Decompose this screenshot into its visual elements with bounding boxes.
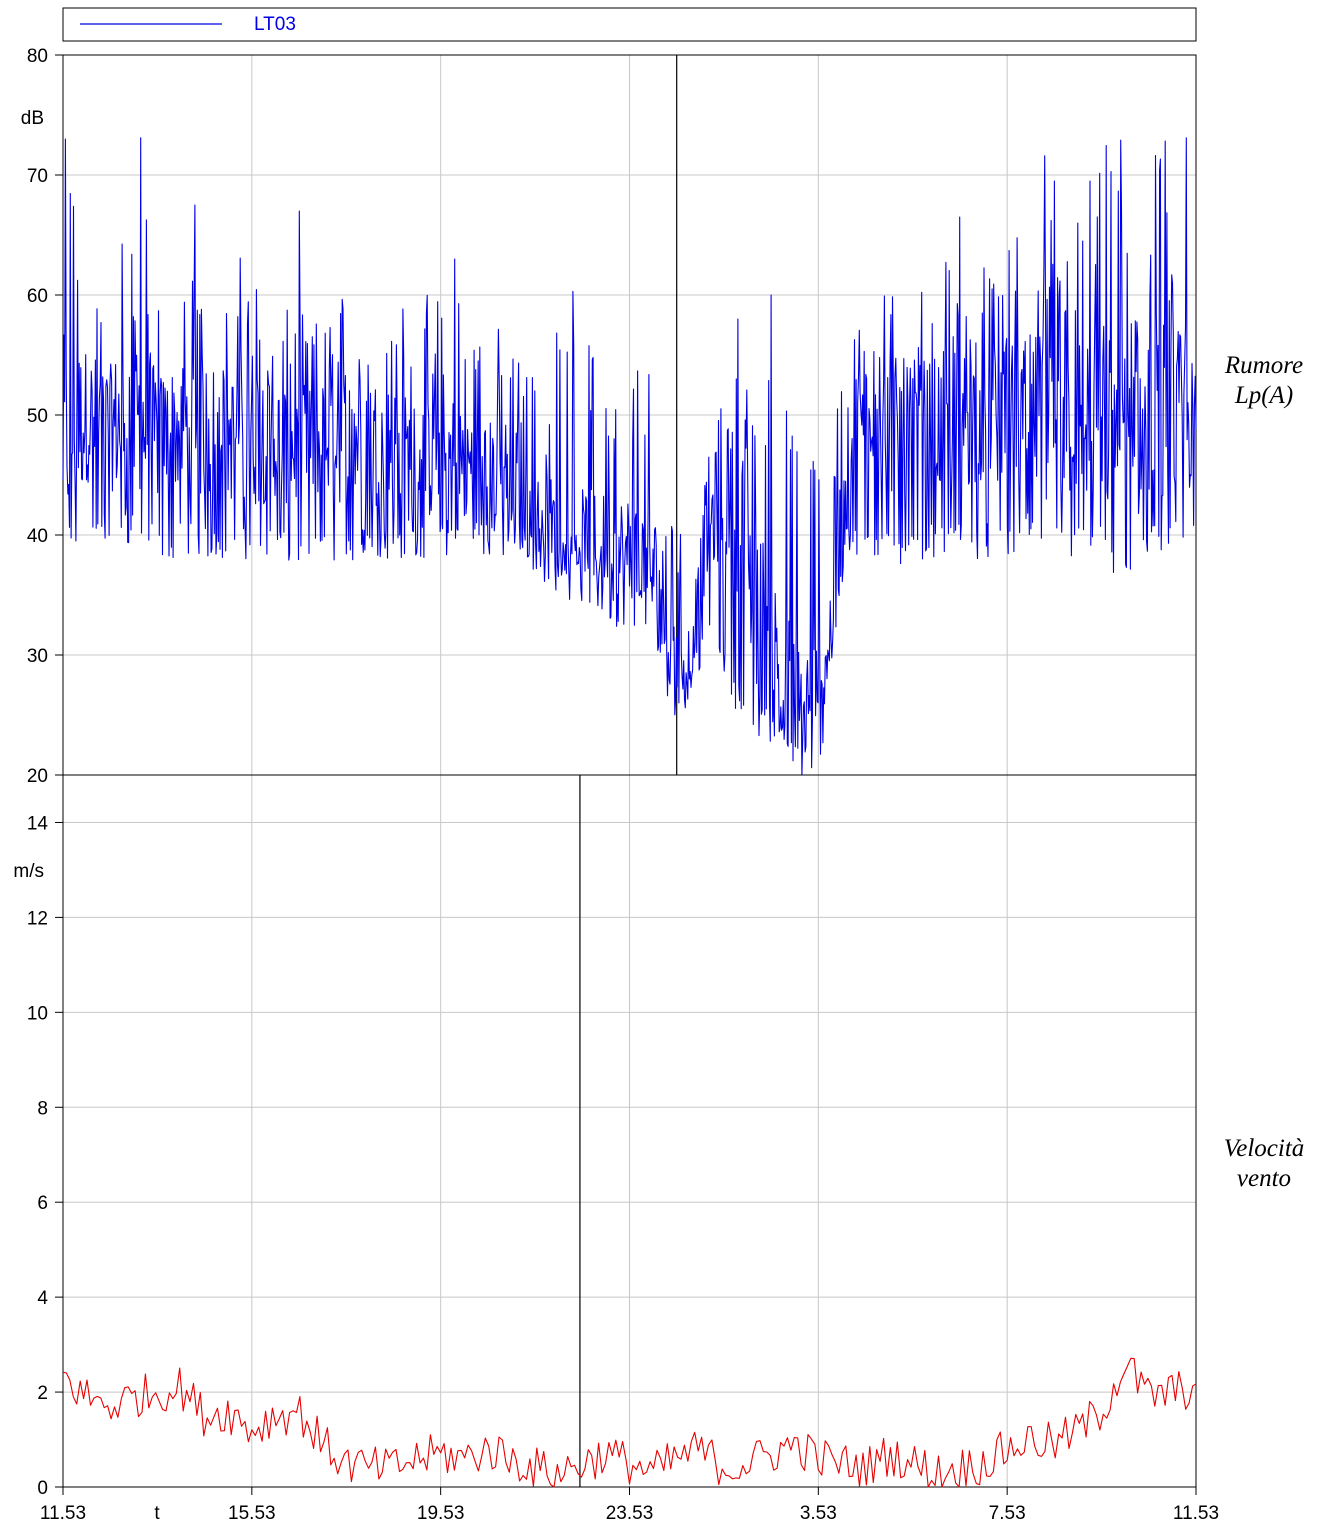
wind-side-label-line2: vento (1237, 1165, 1291, 1192)
wind-ytick-label: 0 (37, 1478, 48, 1499)
x-tick-label: 15.53 (228, 1503, 276, 1524)
legend-box (62, 7, 1197, 42)
wind-unit-label: m/s (13, 861, 44, 882)
noise-ytick-label: 80 (27, 46, 48, 67)
noise-ytick-label: 40 (27, 526, 48, 547)
x-tick-label: 23.53 (606, 1503, 654, 1524)
x-tick-label: 19.53 (417, 1503, 465, 1524)
noise-side-label-line1: Rumore (1224, 352, 1303, 379)
noise-series-line (62, 137, 1197, 776)
wind-ytick-label: 8 (37, 1098, 48, 1119)
wind-ytick-label: 10 (27, 1003, 48, 1024)
noise-ytick-label: 20 (27, 766, 48, 787)
legend: LT03 (62, 7, 1197, 42)
noise-panel: 20 30 40 50 60 70 80 (27, 46, 1197, 787)
wind-series-line (62, 1357, 1197, 1488)
noise-side-label-line2: Lp(A) (1234, 382, 1293, 409)
x-axis: 11.53 15.53 19.53 23.53 3.53 7.53 11.53 (40, 1487, 1219, 1524)
wind-ytick-label: 6 (37, 1193, 48, 1214)
x-tick-label: 11.53 (40, 1503, 86, 1524)
noise-ytick-label: 30 (27, 646, 48, 667)
x-tick-label: 7.53 (989, 1503, 1026, 1524)
noise-ytick-label: 60 (27, 286, 48, 307)
wind-ytick-label: 4 (37, 1288, 48, 1309)
wind-ytick-label: 12 (27, 908, 48, 929)
wind-ytick-label: 14 (27, 813, 49, 834)
wind-ytick-label: 2 (37, 1383, 48, 1404)
wind-side-label-line1: Velocità (1224, 1135, 1305, 1162)
x-tick-label: 11.53 (1173, 1503, 1219, 1524)
noise-ytick-label: 50 (27, 406, 48, 427)
x-axis-label: t (154, 1503, 160, 1524)
wind-panel: 0 2 4 6 8 10 12 14 (27, 774, 1197, 1499)
legend-label: LT03 (254, 14, 296, 35)
noise-ytick-label: 70 (27, 166, 48, 187)
x-tick-label: 3.53 (800, 1503, 837, 1524)
noise-unit-label: dB (21, 108, 44, 129)
